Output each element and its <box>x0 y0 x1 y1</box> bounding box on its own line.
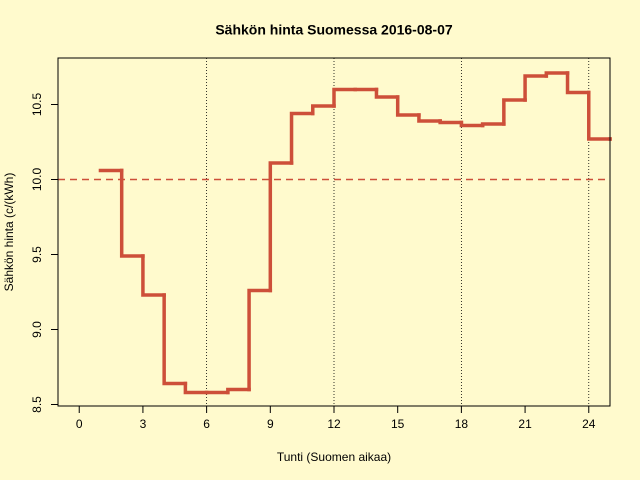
x-tick-label: 0 <box>76 417 83 431</box>
step-segment <box>459 120 485 128</box>
step-segment <box>119 168 145 258</box>
step-segment <box>289 111 315 165</box>
step-segment <box>480 122 506 128</box>
y-tick-label: 9.0 <box>30 321 44 338</box>
x-tick-label: 9 <box>267 417 274 431</box>
step-segment <box>374 87 400 99</box>
step-segment <box>438 119 464 125</box>
x-tick-label: 15 <box>391 417 405 431</box>
x-tick-label: 3 <box>140 417 147 431</box>
x-tick-label: 18 <box>455 417 469 431</box>
step-segment <box>587 90 612 141</box>
x-tick-label: 12 <box>327 417 341 431</box>
step-segment <box>226 387 251 395</box>
plot-frame <box>57 57 611 407</box>
x-tick-label: 24 <box>582 417 596 431</box>
step-segment <box>544 71 570 78</box>
step-segment <box>502 98 527 126</box>
step-segment <box>332 87 357 108</box>
step-segment <box>247 288 273 392</box>
step-segment <box>395 95 421 117</box>
step-segment <box>565 71 591 95</box>
step-segment <box>417 113 442 123</box>
step-segment <box>162 293 188 386</box>
y-tick-label: 8.5 <box>30 396 44 413</box>
y-tick-label: 10.5 <box>30 92 44 116</box>
step-segment <box>523 74 549 102</box>
step-segment <box>311 104 336 116</box>
step-segment <box>141 254 166 297</box>
x-axis-label: Tunti (Suomen aikaa) <box>277 450 391 464</box>
y-tick-label: 9.5 <box>30 246 44 263</box>
x-tick-label: 6 <box>203 417 210 431</box>
chart-title: Sähkön hinta Suomessa 2016-08-07 <box>215 22 453 38</box>
step-segment <box>183 381 209 395</box>
step-segment <box>268 161 294 293</box>
y-tick-label: 10.0 <box>30 167 44 191</box>
y-axis-label: Sähkön hinta (c/(kWh) <box>2 173 16 292</box>
x-tick-label: 21 <box>518 417 532 431</box>
